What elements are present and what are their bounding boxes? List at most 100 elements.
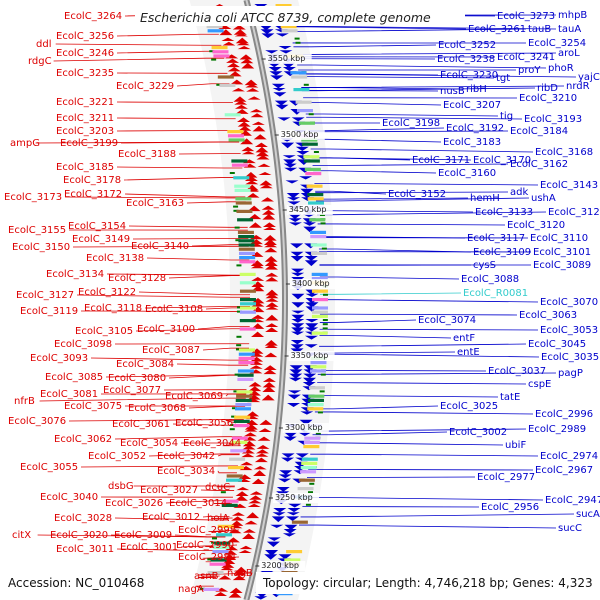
reverse-gene-arrow xyxy=(291,327,305,334)
cog-category-block xyxy=(235,403,252,407)
forward-gene-arrow xyxy=(253,134,267,140)
gene-label: hemH xyxy=(470,193,500,204)
reverse-gene-arrow xyxy=(303,226,317,233)
forward-gene-arrow xyxy=(264,247,278,253)
forward-gene-arrow xyxy=(263,235,277,241)
track-ring xyxy=(189,0,335,600)
position-label-background xyxy=(265,54,312,64)
gene-label: proY xyxy=(518,65,541,76)
cog-category-block xyxy=(213,545,230,549)
forward-gene-arrow xyxy=(265,314,279,321)
label-connector xyxy=(138,291,250,296)
label-connector xyxy=(132,238,249,240)
reverse-gene-arrow xyxy=(289,365,303,371)
cog-category-block xyxy=(226,474,243,478)
label-connector xyxy=(312,163,509,166)
forward-gene-arrow xyxy=(221,562,235,568)
cog-category-block xyxy=(309,218,326,222)
cog-category-block xyxy=(236,394,253,398)
label-connector xyxy=(315,405,439,410)
label-connector xyxy=(297,64,547,69)
reverse-gene-arrow xyxy=(287,508,301,513)
cog-category-block xyxy=(221,503,238,507)
reverse-gene-arrow xyxy=(272,512,286,516)
forward-gene-arrow xyxy=(249,365,263,369)
label-connector xyxy=(318,353,540,358)
forward-gene-arrow xyxy=(245,419,259,426)
rna-tick xyxy=(307,491,313,494)
forward-gene-arrow xyxy=(251,277,265,281)
cog-category-block xyxy=(207,29,224,33)
rna-tick xyxy=(231,415,237,418)
cog-category-block xyxy=(210,558,227,562)
cog-category-block xyxy=(311,310,328,314)
rna-tick xyxy=(322,323,328,326)
cog-category-block xyxy=(303,159,320,163)
cog-category-block xyxy=(295,100,312,104)
forward-gene-arrow xyxy=(264,352,278,358)
forward-gene-arrow xyxy=(251,298,265,304)
cog-category-block xyxy=(308,394,325,398)
label-connector xyxy=(306,116,523,120)
gene-label: EcolC_3138 xyxy=(86,253,144,264)
rna-tick xyxy=(309,482,315,485)
reverse-gene-arrow xyxy=(288,218,302,223)
label-connector xyxy=(120,141,240,144)
forward-gene-arrow xyxy=(240,461,254,466)
gene-label: EcolC_2974 xyxy=(540,451,598,462)
cog-category-block xyxy=(234,188,251,192)
gene-label: EcolC_2984 xyxy=(178,552,236,563)
forward-gene-arrow xyxy=(234,566,248,573)
cog-category-block xyxy=(311,306,328,310)
label-connector xyxy=(208,529,240,533)
cog-category-block xyxy=(286,550,303,554)
forward-gene-arrow xyxy=(251,302,265,307)
gene-label: EcolC_3014 xyxy=(169,498,227,509)
forward-gene-arrow xyxy=(250,348,264,354)
rna-tick xyxy=(231,407,237,410)
reverse-gene-arrow xyxy=(260,29,274,35)
forward-gene-arrow xyxy=(228,71,242,77)
forward-gene-arrow xyxy=(226,58,240,63)
label-connector xyxy=(316,210,474,213)
gene-label: EcolC_3081 xyxy=(40,389,98,400)
gene-label: EcolC_3172 xyxy=(64,189,122,200)
label-connector xyxy=(202,515,230,518)
forward-gene-arrow xyxy=(250,264,264,269)
label-connector xyxy=(128,225,248,228)
forward-gene-arrow xyxy=(265,327,279,333)
reverse-gene-arrow xyxy=(290,251,304,257)
reverse-gene-arrow xyxy=(288,214,302,220)
accession-background xyxy=(0,572,175,594)
cog-category-block xyxy=(203,587,220,591)
cog-category-block xyxy=(217,75,234,79)
forward-gene-arrow xyxy=(238,550,252,554)
forward-gene-arrow xyxy=(222,558,236,564)
rna-tick xyxy=(211,541,217,544)
rna-tick xyxy=(305,503,311,506)
gene-label: ubiF xyxy=(505,440,526,451)
rna-tick xyxy=(308,113,314,116)
reverse-gene-arrow xyxy=(270,524,284,528)
gene-label: EcolC_3221 xyxy=(56,97,114,108)
reverse-gene-arrow xyxy=(290,243,304,249)
cog-category-block xyxy=(298,478,315,482)
cog-category-block xyxy=(301,142,318,146)
cog-category-block xyxy=(231,436,248,440)
gene-label: entE xyxy=(457,347,480,358)
gene-label: EcolC_3034 xyxy=(157,466,215,477)
cog-category-block xyxy=(307,407,324,411)
reverse-gene-arrow xyxy=(289,373,303,379)
forward-gene-arrow xyxy=(235,491,249,497)
forward-gene-arrow xyxy=(241,146,255,152)
forward-gene-arrow xyxy=(264,256,278,262)
cog-category-block xyxy=(231,159,248,163)
gene-label: EcolC_3056 xyxy=(175,418,233,429)
reverse-gene-arrow xyxy=(283,529,297,534)
gene-label: cspE xyxy=(528,379,551,390)
label-connector xyxy=(293,44,437,48)
reverse-gene-arrow xyxy=(276,487,290,492)
position-label-background xyxy=(273,493,320,503)
label-connector xyxy=(317,382,527,385)
rna-tick xyxy=(236,264,242,267)
